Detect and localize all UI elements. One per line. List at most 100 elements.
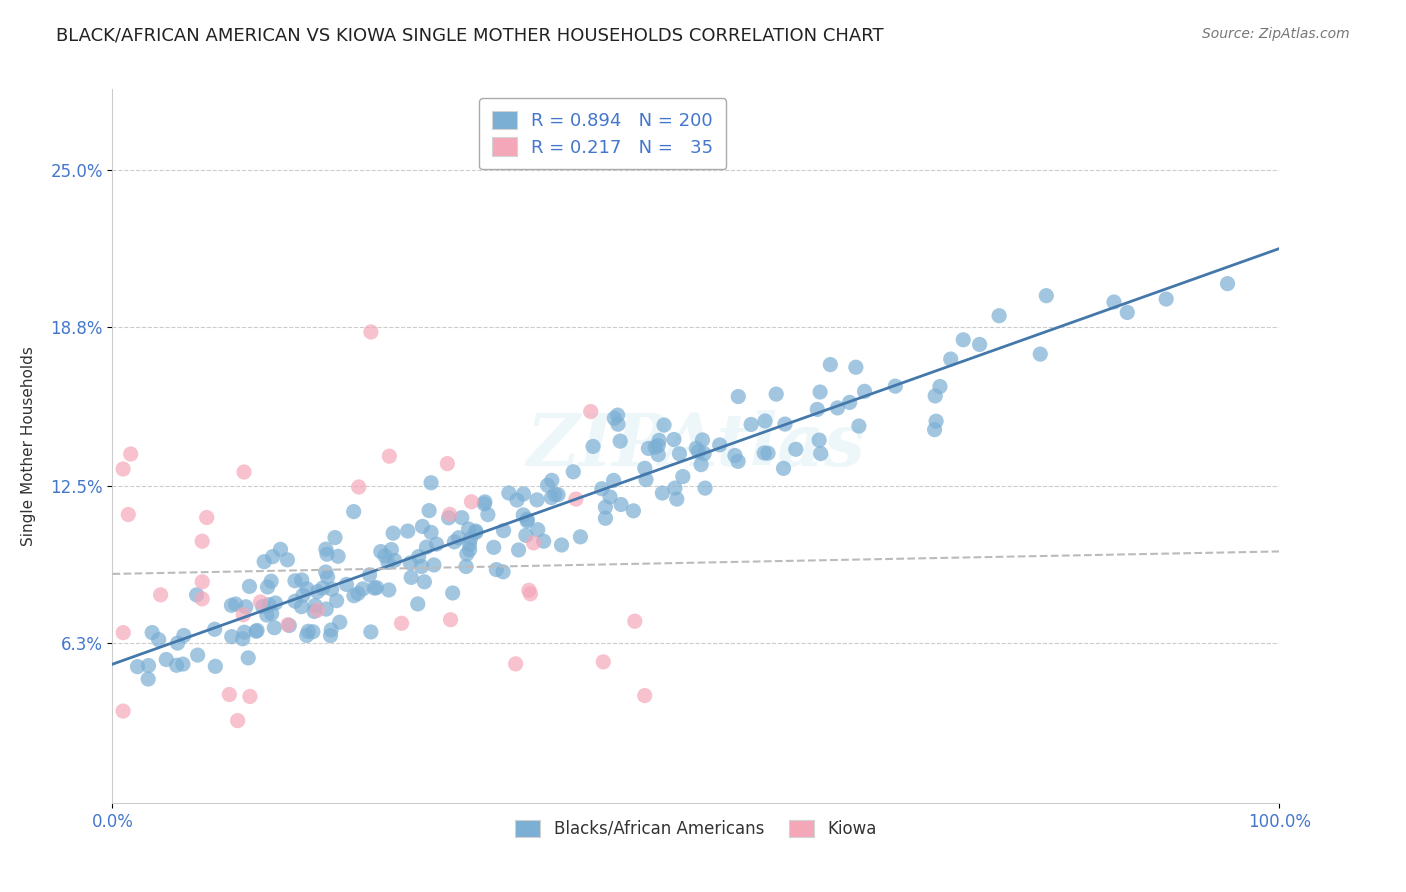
Point bbox=[191, 534, 214, 549]
Point bbox=[425, 537, 447, 551]
Point bbox=[245, 624, 267, 639]
Point bbox=[827, 401, 849, 415]
Point bbox=[307, 603, 329, 617]
Point bbox=[460, 532, 482, 546]
Point bbox=[1102, 295, 1125, 310]
Point bbox=[662, 433, 685, 447]
Point bbox=[277, 617, 299, 632]
Point bbox=[218, 688, 240, 702]
Point bbox=[592, 655, 614, 669]
Point bbox=[263, 621, 285, 635]
Point bbox=[505, 657, 527, 671]
Point bbox=[141, 625, 163, 640]
Point bbox=[204, 659, 226, 673]
Point bbox=[155, 652, 177, 666]
Point bbox=[685, 442, 707, 456]
Point bbox=[924, 389, 946, 403]
Point bbox=[772, 461, 794, 475]
Point bbox=[808, 433, 831, 447]
Point bbox=[239, 690, 262, 704]
Point bbox=[474, 495, 496, 509]
Point bbox=[439, 613, 461, 627]
Point bbox=[709, 438, 731, 452]
Point bbox=[408, 549, 430, 564]
Point bbox=[172, 657, 194, 672]
Point bbox=[382, 526, 405, 541]
Point bbox=[1029, 347, 1052, 361]
Point bbox=[335, 577, 357, 591]
Point bbox=[204, 622, 226, 636]
Point bbox=[540, 491, 562, 505]
Point bbox=[257, 598, 280, 612]
Point bbox=[526, 523, 548, 537]
Point bbox=[482, 541, 505, 555]
Point bbox=[884, 379, 907, 393]
Point bbox=[740, 417, 762, 432]
Point bbox=[512, 508, 534, 522]
Point bbox=[148, 632, 170, 647]
Point bbox=[522, 536, 544, 550]
Point bbox=[360, 325, 382, 339]
Point bbox=[634, 461, 657, 475]
Point bbox=[291, 573, 314, 587]
Point bbox=[623, 614, 645, 628]
Point bbox=[492, 565, 515, 579]
Point bbox=[315, 542, 337, 557]
Point bbox=[606, 408, 628, 422]
Point bbox=[952, 333, 974, 347]
Point bbox=[458, 542, 481, 557]
Point bbox=[724, 449, 747, 463]
Point bbox=[665, 492, 688, 507]
Point bbox=[290, 599, 312, 614]
Point bbox=[284, 594, 307, 608]
Point bbox=[315, 565, 337, 579]
Point bbox=[221, 630, 243, 644]
Point bbox=[693, 447, 716, 461]
Legend: Blacks/African Americans, Kiowa: Blacks/African Americans, Kiowa bbox=[509, 813, 883, 845]
Point bbox=[260, 574, 283, 589]
Point bbox=[988, 309, 1011, 323]
Point bbox=[508, 543, 530, 558]
Point bbox=[347, 480, 370, 494]
Point bbox=[347, 586, 370, 600]
Point bbox=[634, 689, 657, 703]
Point bbox=[149, 588, 172, 602]
Point bbox=[515, 528, 537, 542]
Point bbox=[569, 530, 592, 544]
Point bbox=[252, 599, 274, 614]
Point bbox=[238, 651, 260, 665]
Point bbox=[226, 714, 249, 728]
Point bbox=[297, 624, 319, 639]
Point bbox=[384, 553, 406, 567]
Point bbox=[380, 542, 402, 557]
Point bbox=[249, 595, 271, 609]
Point bbox=[276, 553, 298, 567]
Point bbox=[291, 588, 314, 602]
Point bbox=[672, 469, 695, 483]
Point bbox=[773, 417, 796, 431]
Point bbox=[651, 486, 673, 500]
Point bbox=[591, 482, 613, 496]
Point bbox=[378, 582, 401, 597]
Point bbox=[634, 473, 657, 487]
Point bbox=[533, 534, 555, 549]
Point bbox=[295, 628, 318, 642]
Point bbox=[498, 486, 520, 500]
Point bbox=[284, 574, 307, 588]
Point bbox=[806, 402, 828, 417]
Point bbox=[607, 417, 630, 432]
Point bbox=[925, 414, 948, 428]
Point bbox=[420, 475, 443, 490]
Point bbox=[359, 567, 381, 582]
Point bbox=[370, 544, 392, 558]
Point bbox=[492, 524, 515, 538]
Point bbox=[727, 390, 749, 404]
Point bbox=[692, 433, 714, 447]
Point bbox=[260, 607, 283, 621]
Point bbox=[437, 510, 460, 524]
Point bbox=[304, 599, 326, 613]
Point bbox=[456, 547, 478, 561]
Point bbox=[319, 629, 342, 643]
Point bbox=[264, 596, 287, 610]
Point bbox=[186, 588, 208, 602]
